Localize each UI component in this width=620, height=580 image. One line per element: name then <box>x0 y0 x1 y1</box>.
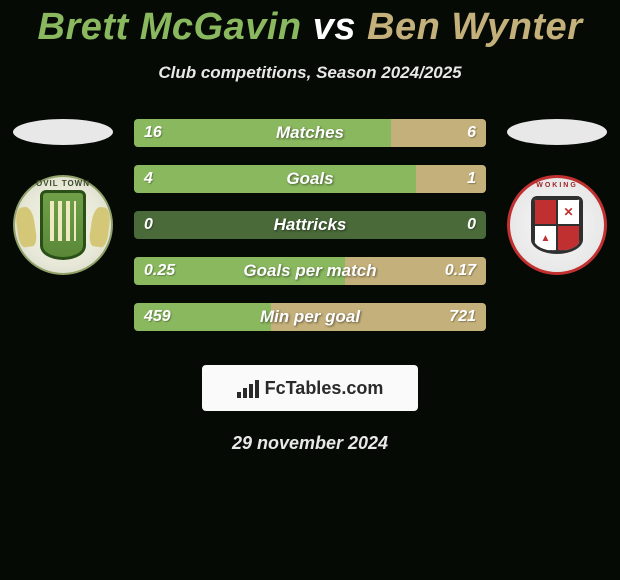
comparison-date: 29 november 2024 <box>0 433 620 454</box>
vs-text: vs <box>313 6 356 48</box>
stat-value-right: 0 <box>467 211 476 239</box>
stat-bars: 16Matches6 4Goals1 0Hattricks0 0.25Goals pe… <box>118 119 502 349</box>
player2-oval <box>507 119 607 145</box>
stat-value-right: 721 <box>449 303 476 331</box>
player2-club-crest: WOKING <box>507 175 607 275</box>
logo-text: FcTables.com <box>265 378 384 399</box>
barchart-icon <box>237 378 259 398</box>
crest-right-text: WOKING <box>510 182 604 189</box>
fctables-logo: FcTables.com <box>202 365 418 411</box>
crest-left-text: OVIL TOWN <box>15 179 111 188</box>
player2-name: Ben Wynter <box>367 6 582 48</box>
right-side: WOKING <box>502 119 612 275</box>
stat-value-right: 6 <box>467 119 476 147</box>
stat-row: 0Hattricks0 <box>134 211 486 239</box>
player1-club-crest: OVIL TOWN <box>13 175 113 275</box>
player1-oval <box>13 119 113 145</box>
subtitle: Club competitions, Season 2024/2025 <box>0 63 620 83</box>
crest-shield-icon <box>40 190 86 260</box>
stat-label: Goals per match <box>134 257 486 285</box>
crest-lion-icon <box>88 206 111 248</box>
stat-value-right: 1 <box>467 165 476 193</box>
crest-shield-icon <box>531 196 583 254</box>
stat-row: 0.25Goals per match0.17 <box>134 257 486 285</box>
stat-label: Matches <box>134 119 486 147</box>
stat-label: Hattricks <box>134 211 486 239</box>
stat-row: 16Matches6 <box>134 119 486 147</box>
stat-value-right: 0.17 <box>445 257 476 285</box>
stat-row: 4Goals1 <box>134 165 486 193</box>
stat-label: Goals <box>134 165 486 193</box>
stat-row: 459Min per goal721 <box>134 303 486 331</box>
comparison-title: Brett McGavin vs Ben Wynter <box>0 0 620 49</box>
main-content: OVIL TOWN 16Matches6 4Goals1 0Hattricks0 0.… <box>0 119 620 349</box>
stat-label: Min per goal <box>134 303 486 331</box>
player1-name: Brett McGavin <box>38 6 302 48</box>
left-side: OVIL TOWN <box>8 119 118 275</box>
crest-lion-icon <box>14 206 37 248</box>
